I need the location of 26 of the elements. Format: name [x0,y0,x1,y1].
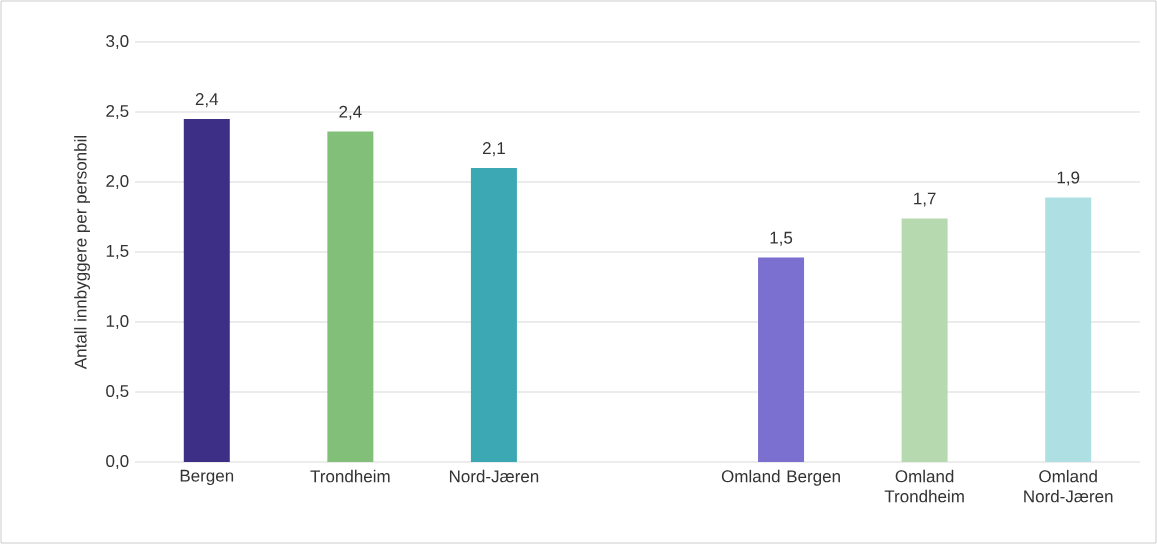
bar [1045,197,1092,462]
y-tick-label: 3,0 [106,34,129,50]
data-label: 1,7 [914,192,936,207]
y-tick-label: 0,5 [106,384,129,400]
y-tick-label: 1,0 [106,314,129,330]
bar [327,131,374,462]
x-tick-label: Trondheim [310,469,390,483]
x-tick-label: Omland Trondheim [884,469,964,503]
data-label: 1,9 [1057,171,1080,186]
x-tick-label: Nord-Jæren [449,469,539,483]
x-tick-label: Omland Nord-Jæren [1024,469,1113,503]
y-tick-label: 2,5 [106,104,129,120]
bar [901,218,948,462]
x-tick-label: Omland Bergen [721,469,840,486]
data-label: 2,1 [482,142,505,157]
bar [758,257,805,462]
y-tick-label: 2,0 [106,174,129,190]
x-tick-label: Bergen [180,469,234,486]
data-label: 1,5 [770,231,793,246]
bar [470,168,517,462]
data-label: 2,4 [339,105,362,120]
y-tick-label: 1,5 [106,245,129,259]
data-label: 2,4 [195,93,219,108]
y-axis-title: Antall innbyggere per personbil [74,136,90,370]
bar [183,119,230,462]
y-tick-label: 0,0 [106,454,129,470]
